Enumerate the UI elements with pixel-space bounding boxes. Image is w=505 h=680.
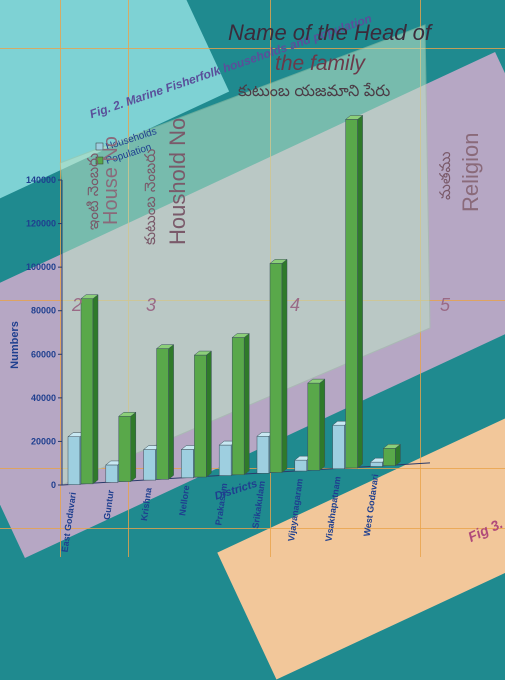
bar-top [193,350,213,356]
religion-label: Religion [458,132,483,213]
grid-line [0,48,505,49]
bar-side [130,411,137,483]
bar-top [155,344,175,349]
head-of-family-title: Name of the Head of [228,20,432,45]
column-number: 2 [72,295,83,315]
bar-front [218,444,232,476]
bar-top [307,378,326,384]
bar-side [168,344,174,480]
category-label: West Godavari [362,473,381,537]
bar-front [256,436,270,474]
column-number: 4 [290,295,301,315]
category-label: East Godavari [60,492,78,553]
y-tick-label: 60000 [31,349,56,359]
bar-side [206,350,212,478]
column-number: 5 [440,295,451,315]
bar-front [294,459,308,472]
house-no-label: House No [100,136,122,225]
bar-front [332,424,345,470]
telugu-head-label: కుటుంబ యజమాని పేరు [238,83,391,100]
telugu-houshold-label: కుటుంబ నెంబరు [142,148,159,245]
category-label: Prakasam [213,482,229,526]
bar-top [80,294,99,299]
y-tick-label: 120000 [26,219,56,229]
grid-line [0,528,505,529]
y-tick-label: 40000 [31,393,56,403]
y-tick-label: 20000 [31,436,56,446]
bar-front [269,263,283,473]
category-label: Krishna [139,486,154,522]
category-label: Nellore [177,485,191,517]
bar-front [181,449,194,479]
bar-front [345,119,358,469]
bar-top [118,411,137,417]
y-tick-label: 80000 [31,306,56,316]
bar-front [383,448,396,466]
bar-front [67,436,81,485]
grid-line [60,0,61,557]
column-number: 3 [146,295,157,315]
y-tick-label: 100000 [26,262,56,272]
bar-front [118,415,132,482]
bar-side [243,333,250,476]
houshold-no-label: Houshold No [165,117,190,245]
bar-side [357,114,363,469]
telugu-religion-label: మతము [437,151,454,200]
bar-top [269,259,288,264]
bar-side [319,378,326,471]
legend-swatch [95,142,104,151]
bar-front [231,337,245,476]
bar-top [382,444,402,449]
category-label: Visakhapatnam [324,476,343,543]
grid-line [0,468,505,469]
bar-front [370,461,383,467]
bar-front [143,449,156,481]
y-tick-label: 0 [51,480,56,490]
category-label: Vijayanagaram [286,478,305,542]
legend-swatch [95,156,104,165]
y-axis-label: Numbers [9,321,21,369]
bar-front [105,464,119,483]
the-family-title: the family [275,52,365,75]
y-tick-label: 140000 [26,175,56,185]
bar-top [344,115,364,120]
category-label: Guntur [102,489,116,521]
bar-side [92,294,99,485]
bar-front [80,298,94,485]
bar-front [307,382,321,471]
bar-top [231,333,250,338]
bar-front [156,348,169,480]
bar-side [281,258,288,474]
chart-svg: 0 20000 40000 60000 80000 100000 120000 140000 N… [9,11,431,553]
bar-front [194,354,207,478]
